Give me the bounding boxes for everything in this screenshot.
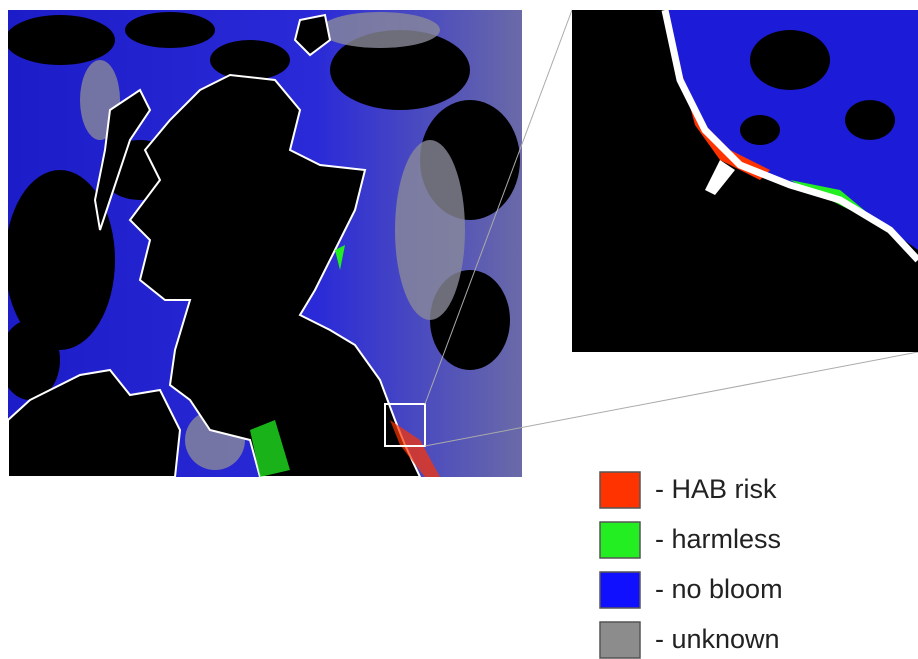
legend-swatch [600, 622, 640, 658]
page: - HAB risk- harmless- no bloom- unknown … [0, 0, 918, 659]
legend-label: - unknown [655, 624, 780, 654]
legend-label: - no bloom [655, 574, 783, 604]
legend-label: - HAB risk [655, 474, 777, 504]
legend-swatch [600, 472, 640, 508]
satellite-map [0, 10, 522, 477]
legend-swatch [600, 522, 640, 558]
zoom-inset [572, 10, 918, 352]
legend: - HAB risk - harmless - no bloom - unknown [600, 472, 783, 658]
legend-label: - harmless [655, 524, 781, 554]
figure: - HAB risk - harmless - no bloom - unknown [0, 0, 918, 659]
legend-swatch [600, 572, 640, 608]
